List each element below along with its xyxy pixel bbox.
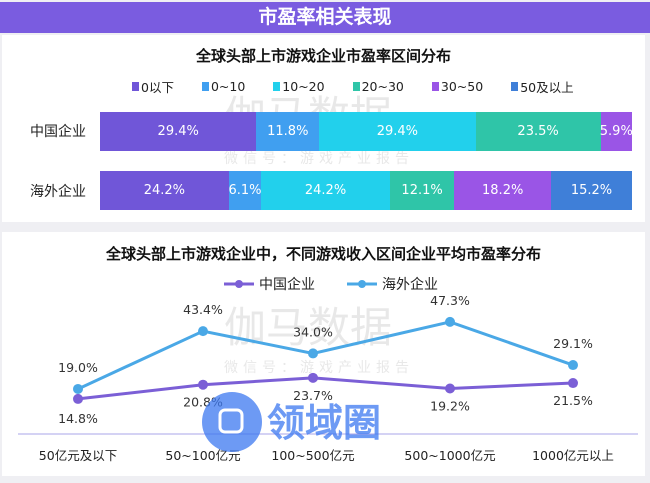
data-label: 21.5% <box>553 393 593 408</box>
data-label: 19.2% <box>430 398 470 413</box>
data-point <box>445 383 455 394</box>
logo-icon <box>202 392 262 452</box>
x-tick-label: 1000亿元以上 <box>532 448 614 463</box>
line-chart-panel: 全球头部上市游戏企业中，不同游戏收入区间企业平均市盈率分布 伽马数据微信号：游戏… <box>2 232 645 476</box>
legend-item: 30~50 <box>431 77 484 96</box>
legend-swatch <box>132 82 139 91</box>
bar-segment: 5.9% <box>600 112 633 151</box>
bar-segment: 11.8% <box>256 112 320 151</box>
data-point <box>73 383 83 394</box>
legend-label: 0以下 <box>141 80 174 95</box>
bar-segment: 12.1% <box>389 171 455 210</box>
data-label: 43.4% <box>183 302 223 317</box>
bar-segment: 23.5% <box>475 112 601 151</box>
legend-label: 海外企业 <box>382 276 438 293</box>
legend-swatch <box>201 82 209 91</box>
line-chart-title: 全球头部上市游戏企业中，不同游戏收入区间企业平均市盈率分布 <box>105 245 541 263</box>
bar-segment: 18.2% <box>454 171 552 210</box>
legend-swatch <box>511 82 519 91</box>
data-point <box>308 372 318 383</box>
data-point <box>198 326 208 337</box>
data-point <box>198 379 208 390</box>
legend-swatch <box>431 82 439 91</box>
legend-label: 20~30 <box>361 79 404 94</box>
data-label: 34.0% <box>293 324 333 339</box>
legend-label: 50及以上 <box>520 80 574 95</box>
bar-china: 29.4% 11.8% 29.4% 23.5% 5.9% <box>100 112 633 151</box>
watermark-sub: 微信号：游戏产业报告 <box>224 360 414 376</box>
data-point <box>308 348 318 359</box>
watermark-logo: 领域圈 <box>267 401 381 445</box>
legend-item: 0以下 <box>132 77 174 96</box>
data-label: 47.3% <box>430 293 470 308</box>
bar-segment: 29.4% <box>100 112 257 151</box>
legend-item: 20~30 <box>352 77 404 96</box>
legend-swatch <box>273 82 281 91</box>
section-header: 市盈率相关表现 <box>0 2 650 33</box>
data-point <box>568 378 578 389</box>
x-tick-label: 50~100亿元 <box>165 448 240 463</box>
x-tick-label: 100~500亿元 <box>271 448 354 463</box>
legend-label: 10~20 <box>282 79 325 94</box>
watermark-sub: 微信号：游戏产业报告 <box>224 151 414 167</box>
legend-label: 中国企业 <box>259 276 315 293</box>
legend-marker <box>235 280 243 288</box>
bar-segment: 29.4% <box>319 112 476 151</box>
legend-item: 50及以上 <box>511 77 574 96</box>
bar-segment: 6.1% <box>228 171 261 210</box>
row-label-china: 中国企业 <box>30 124 86 140</box>
bar-legend: 0以下 0~10 10~20 20~30 30~50 50及以上 <box>132 77 602 96</box>
legend-marker <box>358 280 366 288</box>
legend-item: 0~10 <box>201 77 246 96</box>
watermark-main: 伽马数据 <box>224 303 392 352</box>
stacked-bar-panel: 全球头部上市游戏企业市盈率区间分布 0以下 0~10 10~20 20~30 30~50… <box>2 35 645 222</box>
data-label: 14.8% <box>58 411 98 426</box>
data-point <box>73 393 83 404</box>
row-label-overseas: 海外企业 <box>30 184 86 200</box>
bar-overseas: 24.2% 6.1% 24.2% 12.1% 18.2% 15.2% <box>100 171 632 210</box>
legend-item: 10~20 <box>273 77 325 96</box>
bar-segment: 15.2% <box>551 171 632 210</box>
logo-glyph <box>218 408 244 434</box>
bar-segment: 24.2% <box>100 171 229 210</box>
x-tick-label: 500~1000亿元 <box>404 448 495 463</box>
legend-label: 30~50 <box>440 79 484 94</box>
data-label: 23.7% <box>293 388 333 403</box>
data-point <box>445 316 455 327</box>
legend-swatch <box>352 82 360 91</box>
data-label: 29.1% <box>553 336 593 351</box>
data-label: 19.0% <box>58 360 98 375</box>
data-point <box>568 360 578 371</box>
legend-label: 0~10 <box>210 79 246 94</box>
x-tick-label: 50亿元及以下 <box>39 448 117 463</box>
bar-segment: 24.2% <box>261 171 390 210</box>
bar-chart-title: 全球头部上市游戏企业市盈率区间分布 <box>195 47 451 65</box>
